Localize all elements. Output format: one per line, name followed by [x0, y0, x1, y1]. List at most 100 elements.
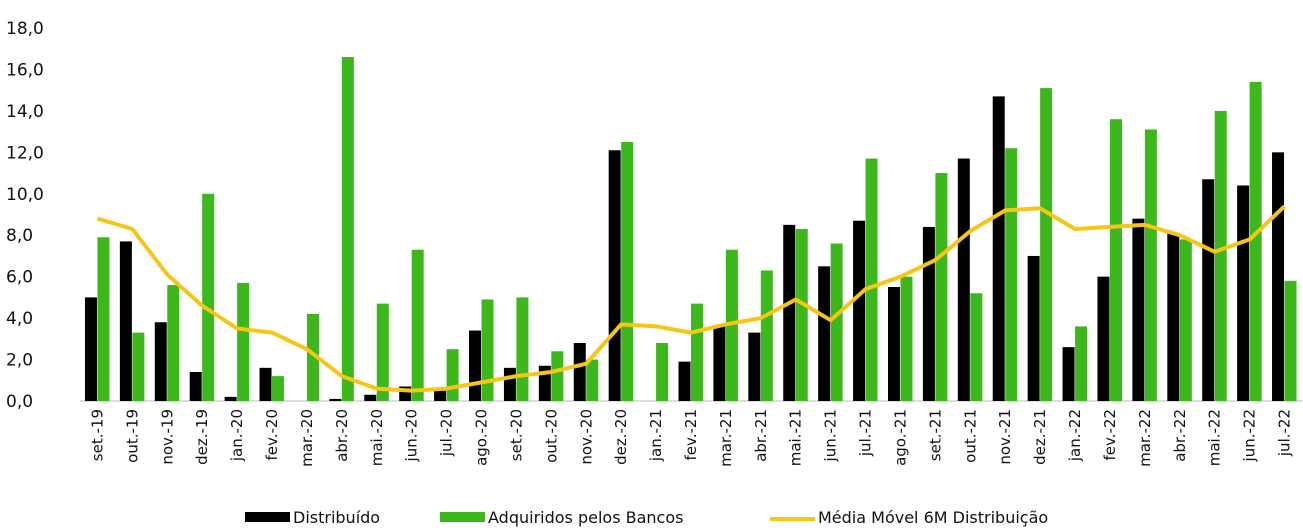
y-tick-label: 0,0: [6, 392, 33, 412]
bar: [1237, 185, 1250, 401]
x-tick-label: mai.-21: [787, 409, 805, 466]
bar: [748, 332, 761, 401]
bar: [259, 367, 272, 401]
x-tick-label: dez.-21: [1031, 409, 1049, 465]
bar: [202, 193, 215, 401]
bar: [189, 371, 202, 401]
bar: [411, 249, 424, 401]
bar: [329, 398, 342, 401]
bar: [795, 229, 808, 401]
bar: [1284, 280, 1297, 401]
x-tick-label: fev.-20: [263, 409, 281, 461]
bar: [237, 282, 250, 401]
bar: [1202, 179, 1215, 401]
x-tick-label: mar.-22: [1136, 409, 1154, 467]
bar: [341, 57, 354, 402]
bar: [970, 293, 983, 401]
bar: [376, 303, 389, 401]
y-tick-label: 4,0: [6, 309, 33, 329]
bar: [469, 330, 482, 401]
bar: [224, 396, 237, 401]
legend-swatch: [440, 512, 485, 522]
legend-swatch: [245, 512, 290, 522]
bar: [97, 237, 110, 401]
x-tick-label: jun.-22: [1241, 409, 1259, 462]
x-tick-label: dez.-19: [193, 409, 211, 465]
bar: [865, 158, 878, 401]
bar: [957, 158, 970, 401]
bar: [922, 226, 935, 401]
legend-label: Adquiridos pelos Bancos: [488, 508, 683, 527]
x-tick-label: out.-20: [542, 409, 560, 463]
y-tick-label: 18,0: [6, 19, 44, 39]
x-tick-label: mai.-22: [1206, 409, 1224, 466]
x-tick-label: fev.-21: [682, 409, 700, 461]
bar: [551, 351, 564, 401]
bar: [1005, 148, 1018, 401]
bar: [621, 141, 634, 401]
bar: [573, 342, 586, 401]
y-tick-label: 8,0: [6, 226, 33, 246]
bar: [84, 297, 97, 401]
y-tick-label: 2,0: [6, 351, 33, 371]
y-tick-label: 16,0: [6, 60, 44, 80]
bar: [760, 270, 773, 401]
bar: [132, 332, 145, 401]
bar: [1144, 129, 1157, 402]
legend-label: Distribuído: [293, 508, 380, 527]
x-tick-label: abr.-21: [752, 409, 770, 462]
bar: [725, 249, 738, 401]
bar: [1132, 218, 1145, 401]
bar: [167, 284, 180, 401]
bar: [900, 276, 913, 401]
x-tick-label: nov.-19: [158, 409, 176, 465]
x-tick-label: abr.-20: [333, 409, 351, 462]
x-tick-label: set.-21: [926, 409, 944, 461]
y-tick-label: 12,0: [6, 143, 44, 163]
bar: [1214, 110, 1227, 401]
bar: [830, 243, 843, 401]
x-tick-label: jan.-21: [647, 409, 665, 462]
x-tick-label: dez.-20: [612, 409, 630, 465]
bar: [481, 299, 494, 401]
legend-label: Média Móvel 6M Distribuição: [818, 508, 1048, 527]
bar: [1272, 152, 1285, 401]
x-tick-label: mar.-20: [298, 409, 316, 467]
x-tick-label: jun.-21: [822, 409, 840, 462]
x-tick-label: ago.-21: [891, 409, 909, 466]
bar: [1167, 233, 1180, 401]
x-tick-label: set.-20: [507, 409, 525, 461]
bar: [1249, 81, 1262, 401]
bar: [691, 303, 703, 401]
y-tick-label: 14,0: [6, 102, 44, 122]
bar: [586, 359, 599, 401]
bar: [119, 241, 132, 401]
bar: [935, 173, 948, 401]
bar: [1179, 239, 1192, 401]
x-tick-label: jan.-20: [228, 409, 246, 462]
bar: [503, 367, 516, 401]
bar: [887, 287, 900, 401]
bar: [783, 224, 796, 401]
bar: [446, 349, 459, 401]
x-tick-label: out.-21: [961, 409, 979, 463]
bar: [1097, 276, 1110, 401]
bar: [1075, 326, 1088, 401]
x-tick-label: set.-19: [88, 409, 106, 461]
x-tick-label: jul.-20: [438, 409, 456, 457]
bar: [853, 220, 866, 401]
bar: [1109, 119, 1122, 401]
x-tick-label: jul.-22: [1276, 409, 1294, 457]
bar: [656, 342, 669, 401]
bar: [713, 326, 726, 401]
x-tick-label: out.-19: [123, 409, 141, 463]
bar: [434, 390, 447, 401]
y-tick-label: 6,0: [6, 268, 33, 288]
x-tick-label: jun.-20: [403, 409, 421, 462]
bar: [154, 322, 167, 401]
line-series: [96, 204, 1286, 393]
bar: [516, 297, 529, 401]
bar: [608, 150, 621, 401]
bar: [1062, 347, 1075, 401]
